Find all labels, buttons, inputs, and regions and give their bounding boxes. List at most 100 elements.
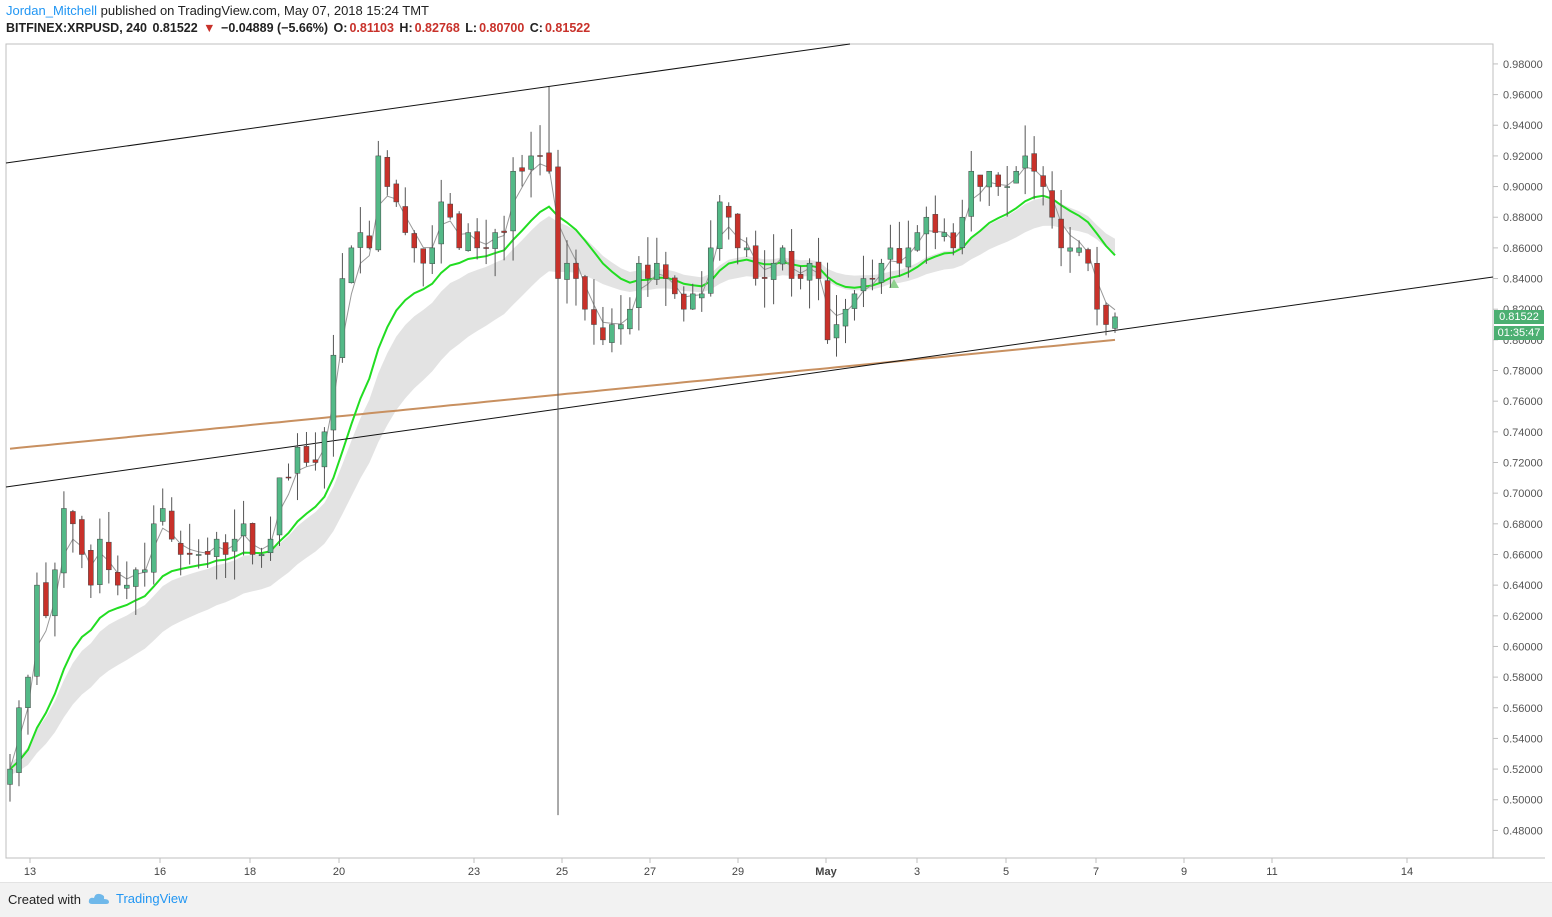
candle-body <box>591 309 597 325</box>
candle-body <box>456 213 462 249</box>
y-tick-label: 0.48000 <box>1503 825 1543 837</box>
candle-body <box>995 174 1001 187</box>
candle-body <box>672 277 678 295</box>
author-link[interactable]: Jordan_Mitchell <box>6 3 98 18</box>
candle-body <box>106 541 112 571</box>
low-value: 0.80700 <box>479 21 525 35</box>
candle-body <box>833 324 840 339</box>
lower-channel-line[interactable] <box>5 276 1494 488</box>
candle-body <box>447 203 453 218</box>
candle-body <box>79 519 85 555</box>
y-tick-label: 0.72000 <box>1503 457 1543 469</box>
y-tick-label: 0.50000 <box>1503 795 1543 807</box>
candle-body <box>312 459 319 463</box>
down-triangle-icon: ▼ <box>203 21 216 35</box>
candle-body <box>429 247 435 264</box>
candle-body <box>734 213 741 249</box>
candle-body <box>896 248 903 264</box>
x-tick-label: 9 <box>1181 866 1187 878</box>
candle-body <box>276 477 283 536</box>
open-label: O: <box>333 21 348 35</box>
candle-body <box>851 293 858 309</box>
candle-body <box>869 278 876 280</box>
candle-body <box>186 552 193 555</box>
y-tick-label: 0.62000 <box>1503 611 1543 623</box>
x-tick-label: 27 <box>644 866 656 878</box>
candle-body <box>177 543 184 555</box>
candle-body <box>950 232 957 249</box>
candle-body <box>986 170 992 188</box>
y-tick-label: 0.78000 <box>1503 366 1543 378</box>
price-change: −0.04889 (−5.66%) <box>221 21 329 35</box>
y-tick-label: 0.76000 <box>1503 396 1543 408</box>
candle-body <box>222 542 229 555</box>
candle-body <box>124 584 130 589</box>
candle-body <box>627 308 633 330</box>
candle-body <box>1004 186 1010 188</box>
candle-body <box>142 569 148 573</box>
candle-body <box>339 278 346 358</box>
price-chart[interactable]: 0.98000 0.96000 0.94000 0.92000 0.90000 0.880… <box>0 0 1552 882</box>
candle-body <box>465 232 471 252</box>
x-tick-label: 20 <box>333 866 345 878</box>
candle-body <box>1049 190 1055 218</box>
candle-body <box>573 262 579 279</box>
plot-area[interactable] <box>5 43 1494 859</box>
candle-body <box>528 155 534 170</box>
x-tick-label: 23 <box>468 866 480 878</box>
candle-body <box>249 523 256 555</box>
candle-body <box>806 262 813 281</box>
publish-header: Jordan_Mitchell published on TradingView… <box>6 3 429 18</box>
y-tick-label: 0.60000 <box>1503 641 1543 653</box>
candle-body <box>321 431 328 468</box>
candle-body <box>555 166 561 279</box>
low-label: L: <box>465 21 478 35</box>
candle-body <box>7 768 13 785</box>
x-tick-label: 3 <box>914 866 920 878</box>
y-tick-label: 0.94000 <box>1503 120 1543 132</box>
candle-body <box>797 274 804 279</box>
candle-body <box>70 511 76 525</box>
close-value: 0.81522 <box>544 21 591 35</box>
tradingview-logo[interactable]: TradingView <box>88 891 188 906</box>
candle-body <box>1013 170 1019 184</box>
candle-body <box>1067 247 1073 252</box>
candle-body <box>698 293 705 299</box>
candle-body <box>654 262 660 280</box>
candle-body <box>600 327 606 341</box>
candle-body <box>1085 249 1091 264</box>
symbol-header: BITFINEX:XRPUSD, 240 0.81522 ▼ −0.04889 … <box>6 21 592 35</box>
candle-body <box>330 354 337 431</box>
candle-body <box>887 247 894 260</box>
upper-channel-line[interactable] <box>5 43 851 164</box>
x-tick-label: 14 <box>1401 866 1413 878</box>
candle-body <box>97 538 103 585</box>
x-tick-label: 16 <box>154 866 166 878</box>
candle-body <box>348 247 355 284</box>
candle-body <box>968 170 975 217</box>
high-label: H: <box>399 21 413 35</box>
candle-body <box>681 293 687 310</box>
y-tick-label: 0.64000 <box>1503 580 1543 592</box>
candle-body <box>25 676 31 708</box>
candle-body <box>860 278 867 292</box>
candle-body <box>537 155 543 157</box>
candle-body <box>546 152 552 172</box>
candle-body <box>231 538 238 552</box>
x-tick-label: May <box>815 866 837 878</box>
candle-body <box>375 155 382 251</box>
candle-body <box>285 476 292 479</box>
candle-body <box>645 264 651 279</box>
candle-body <box>690 293 696 310</box>
candle-body <box>564 262 570 280</box>
candle-body <box>923 216 930 235</box>
candle-body <box>815 261 822 279</box>
candle-body <box>761 277 768 279</box>
candle-body <box>195 554 202 556</box>
candle-body <box>1040 175 1046 187</box>
candle-body <box>438 201 444 245</box>
candle-body <box>609 324 615 343</box>
candle-body <box>707 247 714 294</box>
candle-body <box>483 247 489 249</box>
candle-body <box>258 554 265 557</box>
